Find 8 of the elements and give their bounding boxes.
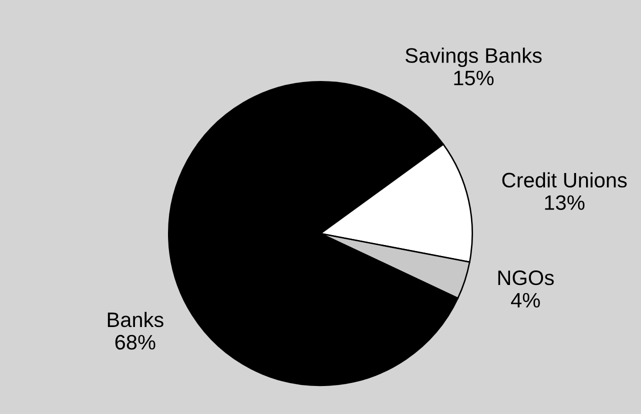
data-label: 13% [545,195,584,210]
data-label: 68% [115,334,156,350]
data-label: 4% [511,292,540,308]
data-label: 15% [454,70,494,86]
slice-label: Credit Unions [502,172,627,188]
slice-label: NGOs [498,270,554,286]
slice-label: Savings Banks [406,48,542,68]
slice-label: Banks [108,312,164,328]
